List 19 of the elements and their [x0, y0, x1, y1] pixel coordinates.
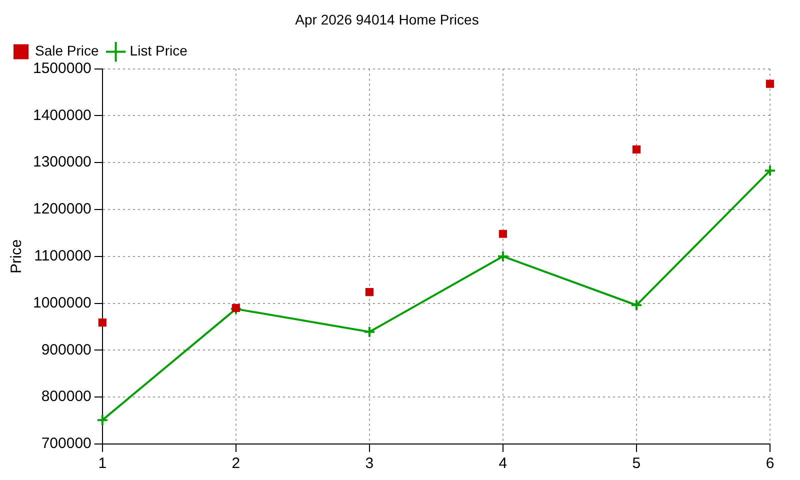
legend-label: Sale Price	[35, 42, 100, 59]
x-tick-label: 1	[98, 455, 107, 472]
y-tick-label: 1500000	[32, 60, 92, 77]
y-tick-label: 1000000	[32, 294, 92, 312]
x-tick-label: 2	[232, 455, 240, 472]
x-tick-label: 3	[365, 455, 374, 472]
x-tick-label: 4	[498, 455, 508, 472]
chart-title: Apr 2026 94014 Home Prices	[295, 11, 479, 28]
y-tick-label: 900000	[41, 341, 92, 358]
y-tick-label: 700000	[41, 435, 92, 452]
y-tick-label: 1300000	[32, 154, 92, 171]
y-axis-title: Price	[8, 239, 26, 274]
y-tick-label: 800000	[41, 388, 92, 406]
legend-label: List Price	[130, 42, 188, 59]
x-tick-label: 5	[632, 455, 641, 472]
y-tick-label: 1400000	[32, 106, 92, 124]
x-tick-label: 6	[766, 455, 774, 472]
y-tick-label: 1200000	[32, 200, 92, 218]
y-tick-label: 1100000	[34, 248, 92, 265]
